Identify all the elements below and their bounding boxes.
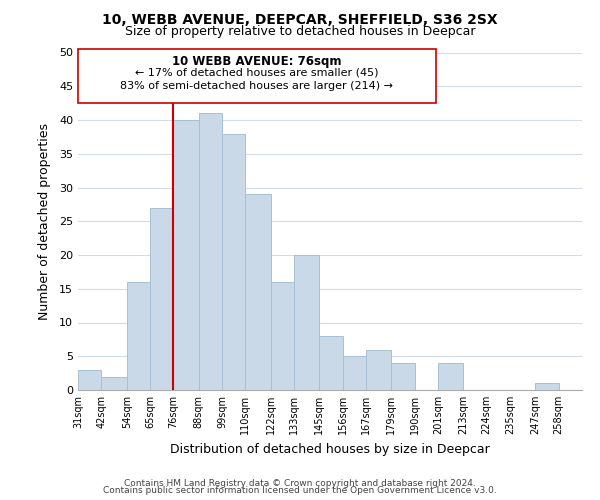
Text: 83% of semi-detached houses are larger (214) →: 83% of semi-detached houses are larger (… bbox=[121, 81, 394, 91]
Bar bbox=[78, 370, 101, 390]
Bar bbox=[438, 363, 463, 390]
Text: Size of property relative to detached houses in Deepcar: Size of property relative to detached ho… bbox=[125, 25, 475, 38]
Bar bbox=[199, 114, 222, 390]
Text: 10, WEBB AVENUE, DEEPCAR, SHEFFIELD, S36 2SX: 10, WEBB AVENUE, DEEPCAR, SHEFFIELD, S36… bbox=[102, 12, 498, 26]
Bar bbox=[535, 383, 559, 390]
Text: 10 WEBB AVENUE: 76sqm: 10 WEBB AVENUE: 76sqm bbox=[172, 55, 341, 68]
Bar bbox=[366, 350, 391, 390]
Text: Contains HM Land Registry data © Crown copyright and database right 2024.: Contains HM Land Registry data © Crown c… bbox=[124, 478, 476, 488]
Bar bbox=[343, 356, 366, 390]
Text: Contains public sector information licensed under the Open Government Licence v3: Contains public sector information licen… bbox=[103, 486, 497, 495]
Bar bbox=[222, 134, 245, 390]
Bar bbox=[245, 194, 271, 390]
Bar bbox=[173, 120, 199, 390]
Bar bbox=[391, 363, 415, 390]
Y-axis label: Number of detached properties: Number of detached properties bbox=[38, 122, 50, 320]
Bar bbox=[319, 336, 343, 390]
X-axis label: Distribution of detached houses by size in Deepcar: Distribution of detached houses by size … bbox=[170, 442, 490, 456]
Bar bbox=[271, 282, 294, 390]
Text: ← 17% of detached houses are smaller (45): ← 17% of detached houses are smaller (45… bbox=[135, 68, 379, 78]
Bar bbox=[150, 208, 173, 390]
Bar bbox=[78, 49, 436, 103]
Bar bbox=[294, 255, 319, 390]
Bar bbox=[101, 376, 127, 390]
Bar bbox=[127, 282, 150, 390]
